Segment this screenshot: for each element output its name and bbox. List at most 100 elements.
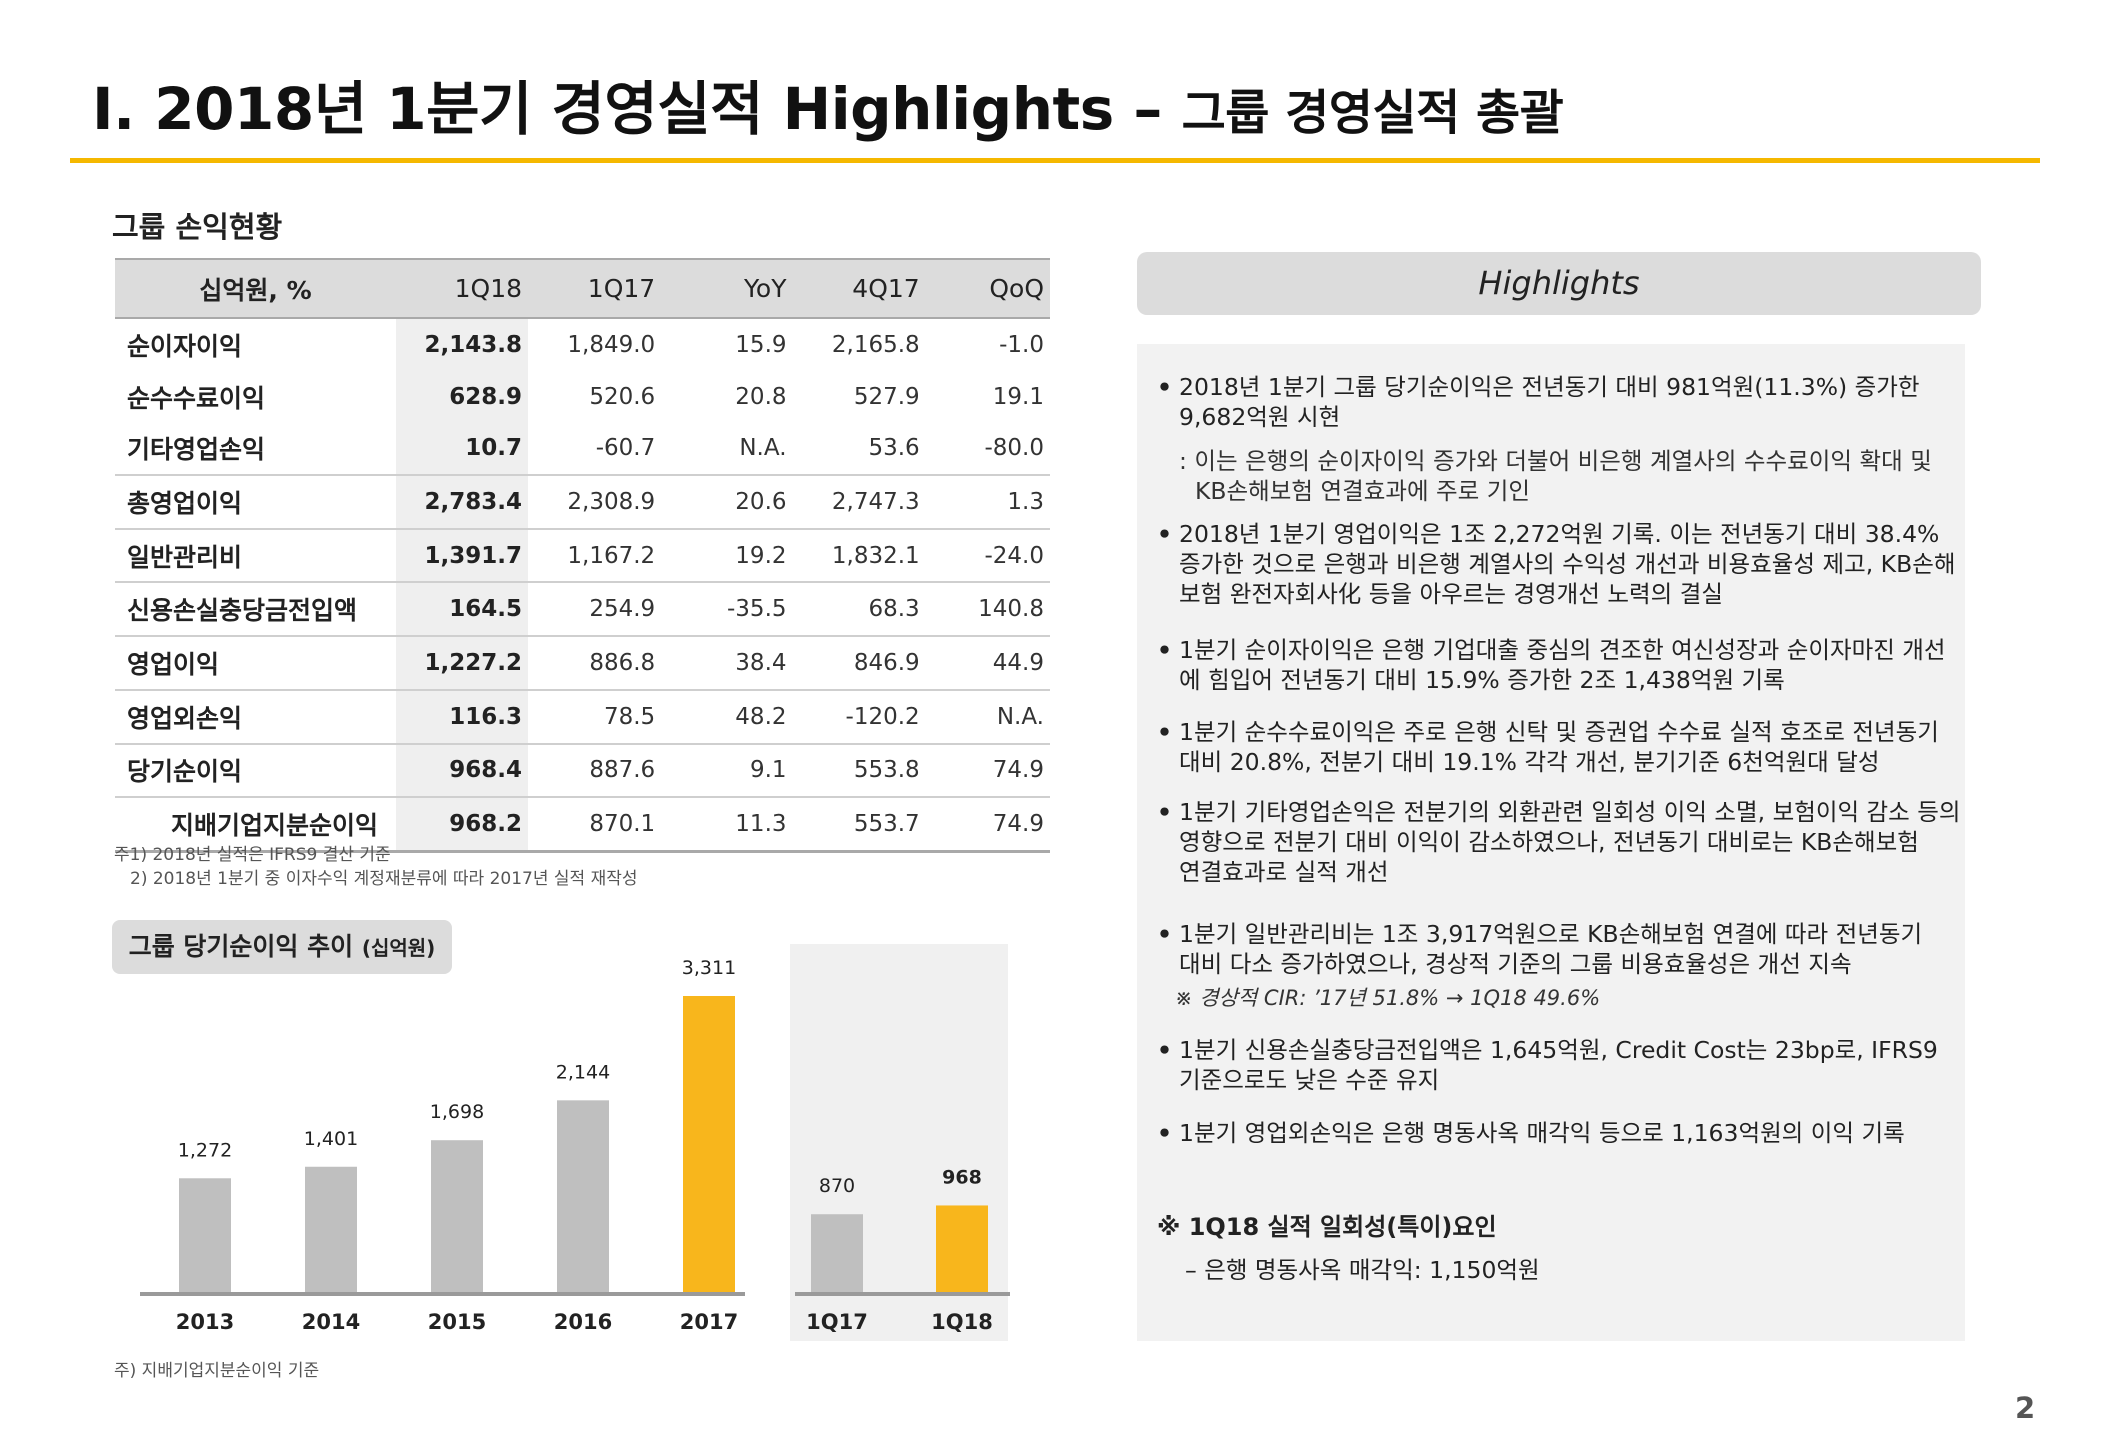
page-number: 2 [2015,1391,2036,1425]
net-income-bar-chart: 1,272 2013 1,401 2014 1,698 2015 2,144 2016 3,31… [140,957,1010,1334]
table-row: 신용손실충당금전입액 164.5 254.9 -35.5 68.3 140.8 [115,582,1050,638]
row-value: -60.7 [528,422,662,477]
table-body: 순이자이익 2,143.8 1,849.0 15.9 2,165.8 -1.0 순수수료이익… [115,318,1050,853]
highlight-line: 대비 다소 증가하였으나, 경상적 기준의 그룹 비용효율성은 개선 지속 [1179,950,1852,978]
row-value: 44.9 [925,636,1050,691]
income-table: 십억원, % 1Q18 1Q17 YoY 4Q17 QoQ 순이자이익 2,143… [115,258,1050,853]
row-value: 527.9 [853,383,920,410]
highlight-line: 보험 완전자회사化 등을 아우르는 경영개선 노력의 결실 [1179,580,1723,608]
chart-bar [557,1100,609,1292]
row-value: N.A. [661,422,793,477]
row-value: 520.6 [589,383,656,410]
row-value: 9.1 [661,743,793,799]
table-row: 영업외손익 116.3 78.5 48.2 -120.2 N.A. [115,689,1050,745]
row-value: 48.2 [661,689,793,745]
row-value: 886.8 [528,636,662,691]
row-label: 영업외손익 [115,689,397,745]
row-value: 968.2 [396,797,529,853]
bullet-icon: • [1157,718,1173,746]
highlight-bullet-text: • 1분기 순수수료이익은 주로 은행 신탁 및 증권업 수수료 실적 호조로 전… [1157,717,1939,777]
row-value: -24.0 [925,528,1050,584]
bullet-icon: • [1157,920,1173,948]
row-value: 2,308.9 [528,475,662,530]
row-value: 19.2 [661,528,793,584]
row-value: -120.2 [792,689,926,745]
table-row: 당기순이익 968.4 887.6 9.1 553.8 74.9 [115,743,1050,799]
row-value: -1.0 [999,331,1044,358]
row-value: 11.3 [661,797,793,853]
row-value: 254.9 [528,582,662,638]
chart-bar [305,1166,357,1292]
table-header-row: 십억원, % 1Q18 1Q17 YoY 4Q17 QoQ [115,258,1050,319]
highlight-line: 2018년 1분기 영업이익은 1조 2,272억원 기록. 이는 전년동기 대… [1179,520,1940,548]
row-value: 116.3 [396,689,529,745]
row-value: 553.7 [792,797,926,853]
bullet-icon: • [1157,520,1173,548]
highlight-item: • 1분기 신용손실충당금전입액은 1,645억원, Credit Cost는 2… [1157,1035,1938,1095]
row-value: 968.4 [396,743,529,799]
row-label: 총영업이익 [115,475,397,530]
row-value: 68.3 [792,582,926,638]
row-value: 2,143.8 [396,318,529,371]
chart-section-title: 그룹 당기순이익 추이 (십억원) [112,920,452,974]
highlight-bullet-text: • 1분기 순이자이익은 은행 기업대출 중심의 견조한 여신성장과 순이자마진 … [1157,635,1946,695]
chart-category-label: 2014 [302,1310,360,1334]
table-header-cell: YoY [661,258,793,319]
row-label: 신용손실충당금전입액 [115,582,397,638]
row-value: 20.8 [735,383,787,410]
page-title-main: I. 2018년 1분기 경영실적 Highlights [92,75,1114,143]
row-value: 628.9 [396,370,529,423]
chart-bar [431,1140,483,1292]
chart-bar [936,1205,988,1292]
table-section-title: 그룹 손익현황 [112,210,283,244]
bullet-icon: • [1157,798,1173,826]
highlight-bullet-text: • 2018년 1분기 영업이익은 1조 2,272억원 기록. 이는 전년동기 … [1157,519,1955,609]
chart-data-label: 968 [942,1166,982,1188]
row-value: 1,849.0 [567,331,656,358]
row-value: 78.5 [528,689,662,745]
bullet-icon: • [1157,373,1173,401]
row-value: 553.8 [792,743,926,799]
table-row: 지배기업지분순이익 968.2 870.1 11.3 553.7 74.9 [115,797,1050,853]
table-header-cell: 십억원, % [115,258,397,319]
row-value: 2,165.8 [831,331,920,358]
chart-category-label: 2017 [680,1310,738,1334]
page-title-sub: 그룹 경영실적 총괄 [1181,85,1564,141]
chart-bar [179,1178,231,1292]
highlight-subnote: : 이는 은행의 순이자이익 증가와 더불어 비은행 계열사의 수수료이익 확대… [1157,446,1932,506]
page-title-dash: – [1113,75,1182,143]
row-label: 일반관리비 [115,528,397,584]
highlight-subnote-line: : 이는 은행의 순이자이익 증가와 더불어 비은행 계열사의 수수료이익 확대… [1179,447,1932,475]
highlight-line: 1분기 신용손실충당금전입액은 1,645억원, Credit Cost는 23… [1179,1036,1938,1064]
row-value: 1,832.1 [792,528,926,584]
chart-bar [811,1214,863,1292]
highlight-line: 기준으로도 낮은 수준 유지 [1179,1066,1440,1094]
table-header-cell: 4Q17 [792,258,926,319]
row-label: 당기순이익 [115,743,397,799]
highlight-line: 9,682억원 시현 [1179,403,1341,431]
highlight-bullet-text: • 1분기 일반관리비는 1조 3,917억원으로 KB손해보험 연결에 따라 전… [1157,919,1922,979]
row-value: 10.7 [396,422,529,477]
table-note: 주1) 2018년 실적은 IFRS9 결산 기준 [114,845,391,865]
table-row: 순이자이익 2,143.8 1,849.0 15.9 2,165.8 -1.0 [115,318,1050,371]
row-value: N.A. [925,689,1050,745]
bullet-icon: • [1157,636,1173,664]
chart-category-label: 2016 [554,1310,612,1334]
highlight-item: • 2018년 1분기 영업이익은 1조 2,272억원 기록. 이는 전년동기 … [1157,519,1955,609]
chart-category-label: 1Q18 [931,1310,993,1334]
highlight-line: 연결효과로 실적 개선 [1179,858,1389,886]
highlight-line: 1분기 영업외손익은 은행 명동사옥 매각익 등으로 1,163억원의 이익 기… [1179,1119,1905,1147]
highlight-line: 증가한 것으로 은행과 비은행 계열사의 수익성 개선과 비용효율성 제고, K… [1179,550,1956,578]
chart-title-text: 그룹 당기순이익 추이 [128,932,354,961]
row-value: 140.8 [925,582,1050,638]
bullet-icon: • [1157,1119,1173,1147]
row-label: 순수수료이익 [115,370,397,423]
highlight-item: • 2018년 1분기 그룹 당기순이익은 전년동기 대비 981억원(11.3%… [1157,372,1932,506]
row-label: 순이자이익 [115,318,397,371]
chart-category-label: 2013 [176,1310,234,1334]
row-value: -80.0 [925,422,1050,477]
row-value: 2,783.4 [396,475,529,530]
highlight-line: 영향으로 전분기 대비 이익이 감소하였으나, 전년동기 대비로는 KB손해보험 [1179,828,1919,856]
chart-category-label: 1Q17 [806,1310,868,1334]
row-value: 19.1 [992,383,1044,410]
